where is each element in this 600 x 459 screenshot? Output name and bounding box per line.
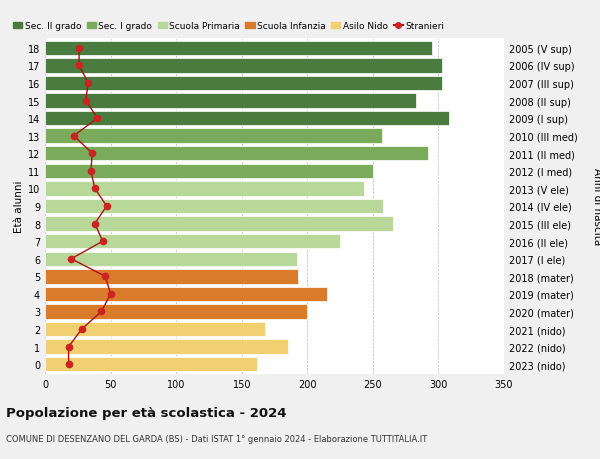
Bar bbox=[45, 235, 340, 249]
Bar bbox=[45, 59, 442, 73]
Bar bbox=[45, 305, 307, 319]
Text: COMUNE DI DESENZANO DEL GARDA (BS) - Dati ISTAT 1° gennaio 2024 - Elaborazione T: COMUNE DI DESENZANO DEL GARDA (BS) - Dat… bbox=[6, 434, 427, 443]
Bar bbox=[45, 287, 327, 302]
Bar bbox=[45, 340, 287, 354]
Bar bbox=[45, 164, 373, 179]
Bar bbox=[45, 269, 298, 284]
Bar bbox=[45, 322, 265, 336]
Bar bbox=[45, 129, 382, 144]
Y-axis label: Età alunni: Età alunni bbox=[14, 180, 23, 233]
Bar bbox=[45, 199, 383, 214]
Bar bbox=[45, 41, 432, 56]
Bar bbox=[45, 147, 428, 161]
Bar bbox=[45, 94, 416, 108]
Bar bbox=[45, 182, 364, 196]
Bar bbox=[45, 112, 449, 126]
Bar bbox=[45, 252, 297, 266]
Bar bbox=[45, 77, 442, 91]
Legend: Sec. II grado, Sec. I grado, Scuola Primaria, Scuola Infanzia, Asilo Nido, Stran: Sec. II grado, Sec. I grado, Scuola Prim… bbox=[13, 22, 444, 31]
Bar bbox=[45, 357, 257, 372]
Text: Popolazione per età scolastica - 2024: Popolazione per età scolastica - 2024 bbox=[6, 406, 287, 419]
Y-axis label: Anni di nascita: Anni di nascita bbox=[592, 168, 600, 245]
Bar bbox=[45, 217, 392, 231]
